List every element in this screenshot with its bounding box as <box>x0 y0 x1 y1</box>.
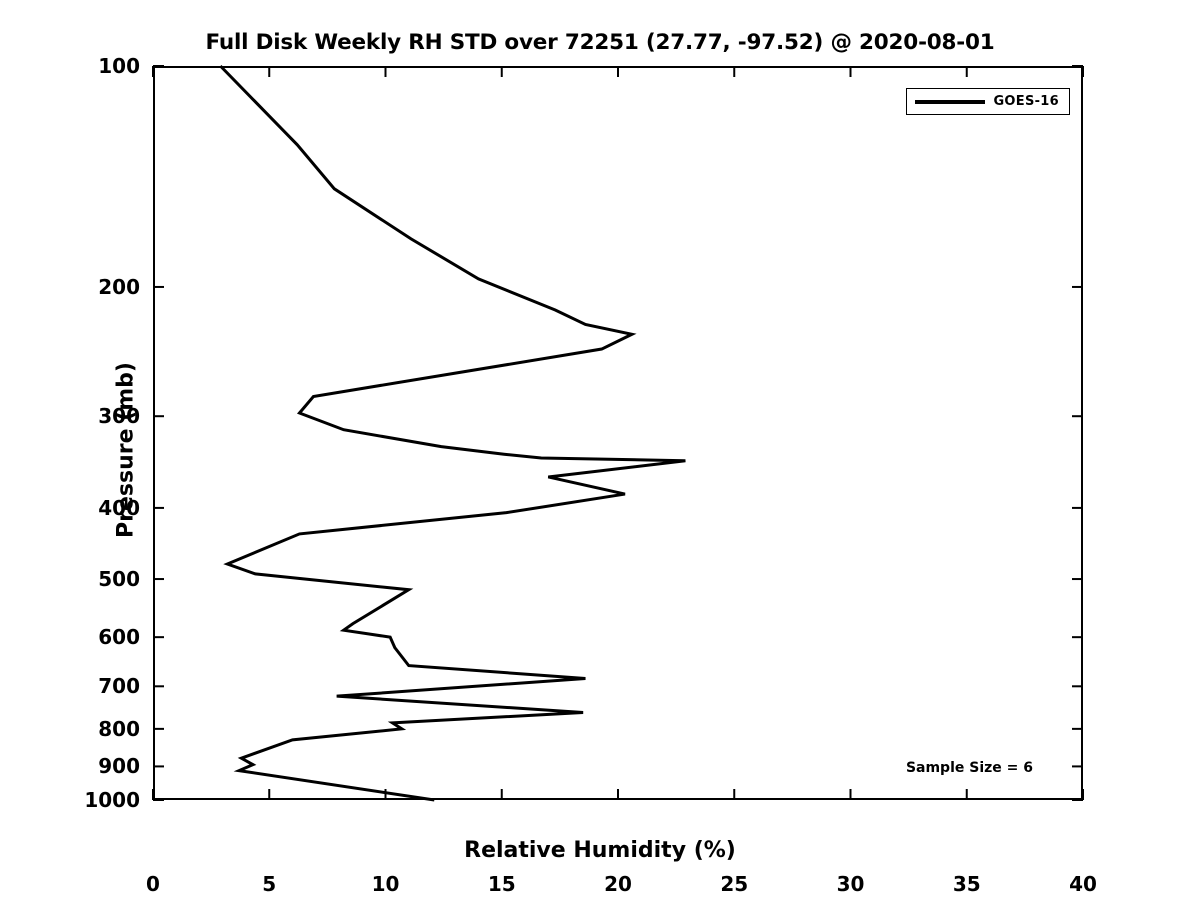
legend-line-swatch <box>915 99 986 104</box>
data-line-layer <box>152 64 1084 802</box>
chart-title: Full Disk Weekly RH STD over 72251 (27.7… <box>205 30 995 55</box>
y-tick-label: 800 <box>98 716 140 741</box>
x-tick-label: 0 <box>146 872 160 896</box>
x-tick-label: 25 <box>720 872 749 896</box>
x-tick-label: 10 <box>371 872 400 896</box>
x-tick-label: 15 <box>487 872 516 896</box>
y-tick-label: 200 <box>98 274 140 299</box>
series-line-goes-16 <box>219 64 686 802</box>
x-tick-label: 30 <box>836 872 865 896</box>
axis-tick-marks <box>152 65 1084 801</box>
y-tick-label: 300 <box>98 404 140 429</box>
y-tick-label: 100 <box>98 54 140 78</box>
x-axis-title: Relative Humidity (%) <box>464 838 736 863</box>
x-tick-label: 5 <box>262 872 277 896</box>
y-tick-label: 1000 <box>84 788 140 812</box>
y-tick-label: 900 <box>98 754 140 779</box>
y-tick-label: 600 <box>98 625 140 650</box>
x-tick-label: 20 <box>604 872 632 896</box>
legend: GOES-16 <box>906 88 1070 115</box>
y-tick-label: 400 <box>98 495 140 520</box>
x-tick-label: 35 <box>952 872 981 896</box>
x-tick-label: 40 <box>1069 872 1097 896</box>
plot-area: 100 200 300 400 500 600 700 800 900 1000 0 5 10 15 20… <box>84 54 1097 896</box>
legend-label-goes-16: GOES-16 <box>993 94 1059 109</box>
sample-size-annotation: Sample Size = 6 <box>905 760 1033 776</box>
y-tick-label: 700 <box>98 674 140 699</box>
y-tick-label: 500 <box>98 567 140 592</box>
